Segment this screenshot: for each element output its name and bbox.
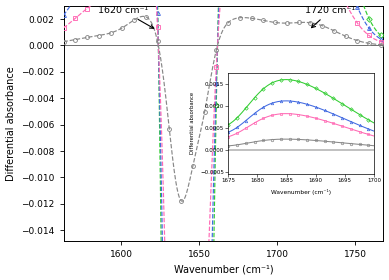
Text: 1620 cm⁻¹: 1620 cm⁻¹	[98, 6, 154, 28]
Y-axis label: Differential absorbance: Differential absorbance	[5, 66, 16, 181]
Text: 1683 cm⁻¹: 1683 cm⁻¹	[241, 81, 286, 109]
X-axis label: Wavenumber (cm⁻¹): Wavenumber (cm⁻¹)	[173, 264, 273, 274]
Text: 1720 cm⁻¹: 1720 cm⁻¹	[305, 6, 356, 28]
Text: 1692 cm⁻¹: 1692 cm⁻¹	[310, 81, 354, 111]
